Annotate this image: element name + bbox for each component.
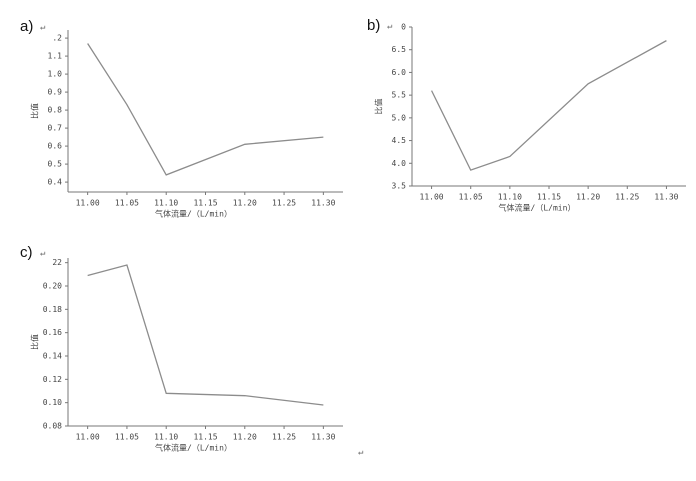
x-tick-label: 11.05: [459, 193, 483, 202]
y-tick-label: 6.0: [392, 68, 407, 77]
x-tick-label: 11.25: [615, 193, 639, 202]
y-tick-label: 0.16: [43, 328, 62, 337]
y-tick-label: 0.10: [43, 398, 62, 407]
data-line: [87, 43, 324, 176]
y-tick-label: 6.5: [392, 45, 407, 54]
x-tick-label: 11.00: [76, 199, 100, 208]
x-tick-label: 11.10: [154, 433, 178, 442]
x-tick-label: 11.30: [311, 199, 335, 208]
data-line: [87, 264, 324, 406]
y-tick-label: .2: [52, 34, 62, 43]
y-tick-label: 0.14: [43, 352, 62, 361]
y-tick-label: 0.18: [43, 305, 62, 314]
panel-label: a): [20, 18, 33, 35]
y-axis-label: 比值: [30, 103, 40, 119]
x-tick-label: 11.10: [498, 193, 522, 202]
y-tick-label: 22: [52, 258, 62, 267]
return-mark: ↵: [40, 23, 45, 33]
y-tick-label: 4.0: [392, 159, 407, 168]
panel-label: b): [367, 17, 380, 34]
y-tick-label: 4.5: [392, 136, 407, 145]
y-tick-label: 0.08: [43, 422, 62, 431]
x-axis-label: 气体流量/（L/min）: [155, 209, 232, 219]
y-tick-label: 0.6: [48, 142, 63, 151]
y-tick-label: 0.20: [43, 282, 62, 291]
return-mark: ↵: [387, 22, 392, 32]
y-tick-label: 5.5: [392, 91, 407, 100]
x-axis-label: 气体流量/（L/min）: [155, 443, 232, 453]
x-tick-label: 11.15: [193, 199, 217, 208]
x-tick-label: 11.05: [115, 433, 139, 442]
y-tick-label: 1.1: [48, 52, 63, 61]
y-axis-label: 比值: [30, 334, 40, 350]
x-tick-label: 11.20: [233, 199, 257, 208]
y-axis-label: 比值: [374, 99, 384, 115]
x-tick-label: 11.30: [654, 193, 678, 202]
x-tick-label: 11.00: [76, 433, 100, 442]
x-tick-label: 11.30: [311, 433, 335, 442]
x-tick-label: 11.10: [154, 199, 178, 208]
return-mark: ↵: [40, 249, 45, 259]
y-tick-label: 0.4: [48, 178, 63, 187]
y-tick-label: 0.12: [43, 375, 62, 384]
x-tick-label: 11.20: [233, 433, 257, 442]
y-tick-label: 0.9: [48, 88, 63, 97]
x-tick-label: 11.05: [115, 199, 139, 208]
x-tick-label: 11.15: [537, 193, 561, 202]
y-tick-label: 5.0: [392, 113, 407, 122]
y-tick-label: 3.5: [392, 182, 407, 191]
x-tick-label: 11.25: [272, 433, 296, 442]
return-mark: ↵: [358, 448, 363, 458]
y-tick-label: 0.8: [48, 106, 63, 115]
panel-label: c): [20, 244, 33, 261]
x-tick-label: 11.15: [193, 433, 217, 442]
y-tick-label: 0.7: [48, 124, 63, 133]
y-tick-label: 1.0: [48, 70, 63, 79]
x-tick-label: 11.20: [576, 193, 600, 202]
data-line: [430, 40, 667, 171]
y-tick-label: 0.5: [48, 160, 63, 169]
x-tick-label: 11.00: [420, 193, 444, 202]
y-tick-label: 0: [401, 23, 406, 32]
x-axis-label: 气体流量/（L/min）: [499, 203, 576, 213]
x-tick-label: 11.25: [272, 199, 296, 208]
